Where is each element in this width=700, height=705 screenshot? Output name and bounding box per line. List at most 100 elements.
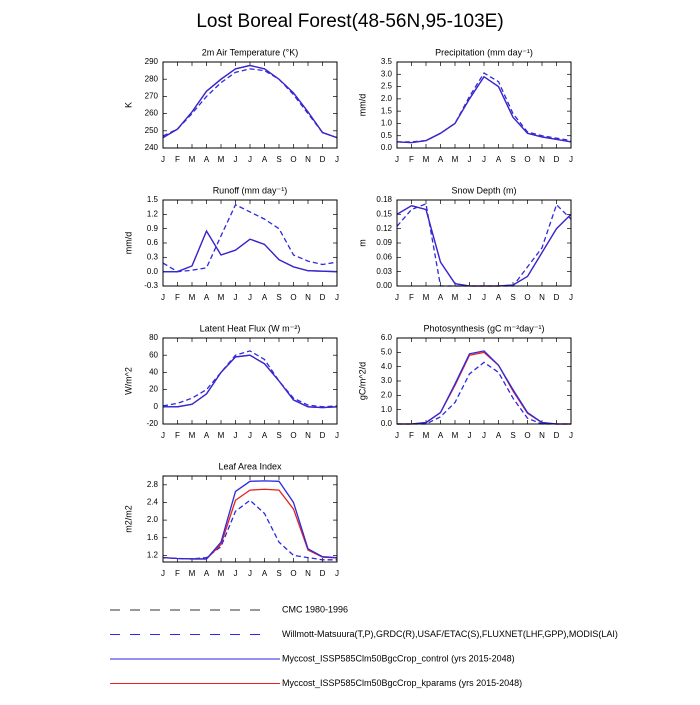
- x-tick-label: M: [452, 293, 459, 302]
- panel-title: Latent Heat Flux (W m⁻²): [200, 323, 301, 333]
- x-tick-label: J: [335, 293, 339, 302]
- x-tick-label: J: [248, 569, 252, 578]
- x-tick-label: F: [175, 293, 180, 302]
- x-tick-label: S: [276, 293, 281, 302]
- y-tick-label: 0.0: [381, 419, 393, 428]
- x-tick-label: F: [175, 431, 180, 440]
- x-tick-label: A: [262, 293, 268, 302]
- x-tick-label: S: [510, 431, 515, 440]
- series-line: [397, 361, 571, 425]
- x-tick-label: N: [539, 431, 545, 440]
- series-line: [396, 205, 572, 287]
- y-tick-label: 0.3: [147, 252, 159, 261]
- x-tick-label: S: [276, 155, 281, 164]
- y-axis-label: mm/d: [123, 232, 133, 255]
- y-tick-label: 20: [149, 385, 158, 394]
- x-tick-label: M: [218, 293, 225, 302]
- x-tick-label: O: [524, 155, 530, 164]
- x-tick-label: J: [482, 431, 486, 440]
- x-tick-label: F: [409, 155, 414, 164]
- x-tick-label: J: [335, 431, 339, 440]
- y-axis-label: K: [123, 102, 133, 108]
- y-tick-label: 0: [154, 402, 159, 411]
- legend-label: Myccost_ISSP585Clm50BgcCrop_kparams (yrs…: [282, 678, 522, 688]
- x-tick-label: D: [320, 431, 326, 440]
- x-tick-label: A: [438, 293, 444, 302]
- y-tick-label: 240: [145, 143, 159, 152]
- x-tick-label: J: [234, 569, 238, 578]
- x-tick-label: J: [569, 431, 573, 440]
- y-tick-label: 0.5: [381, 131, 393, 140]
- x-tick-label: N: [305, 293, 311, 302]
- x-tick-label: J: [482, 293, 486, 302]
- y-tick-label: 270: [145, 92, 159, 101]
- x-tick-label: S: [276, 569, 281, 578]
- series-line: [162, 64, 338, 139]
- x-tick-label: A: [438, 155, 444, 164]
- series-line: [162, 203, 338, 273]
- x-tick-label: F: [175, 569, 180, 578]
- series-line: [163, 229, 338, 273]
- y-tick-label: 3.5: [381, 57, 393, 66]
- x-tick-label: A: [438, 431, 444, 440]
- x-tick-label: J: [248, 293, 252, 302]
- x-tick-label: M: [423, 431, 430, 440]
- series-line: [396, 205, 572, 287]
- y-tick-label: 0.0: [381, 143, 393, 152]
- y-tick-label: 1.6: [147, 533, 159, 542]
- y-tick-label: 5.0: [381, 347, 393, 356]
- x-tick-label: D: [554, 293, 560, 302]
- x-tick-label: A: [496, 155, 502, 164]
- y-tick-label: 1.0: [381, 119, 393, 128]
- series-line: [397, 350, 571, 425]
- y-tick-label: 40: [149, 368, 158, 377]
- x-tick-label: M: [189, 155, 196, 164]
- y-tick-label: 3.0: [381, 69, 393, 78]
- figure-title: Lost Boreal Forest(48-56N,95-103E): [196, 11, 503, 32]
- x-tick-label: M: [452, 155, 459, 164]
- x-tick-label: S: [510, 155, 515, 164]
- x-tick-label: D: [554, 155, 560, 164]
- y-axis-label: m: [357, 239, 367, 247]
- x-tick-label: O: [524, 293, 530, 302]
- x-tick-label: A: [204, 569, 210, 578]
- y-tick-label: 0.6: [147, 238, 159, 247]
- x-tick-label: A: [204, 431, 210, 440]
- x-tick-label: M: [189, 293, 196, 302]
- series-line: [162, 480, 338, 560]
- x-tick-label: M: [423, 293, 430, 302]
- y-tick-label: 0.0: [147, 267, 159, 276]
- plot-frame: [396, 337, 572, 425]
- x-tick-label: A: [496, 431, 502, 440]
- x-tick-label: O: [290, 155, 296, 164]
- x-tick-label: M: [423, 155, 430, 164]
- x-tick-label: N: [305, 431, 311, 440]
- x-tick-label: A: [262, 431, 268, 440]
- x-tick-label: F: [175, 155, 180, 164]
- y-tick-label: 0.00: [376, 281, 392, 290]
- x-tick-label: O: [290, 293, 296, 302]
- x-tick-label: D: [320, 569, 326, 578]
- panel-title: Snow Depth (m): [451, 185, 516, 195]
- panel-title: Runoff (mm day⁻¹): [213, 185, 288, 195]
- x-tick-label: N: [305, 569, 311, 578]
- x-tick-label: J: [161, 569, 165, 578]
- series-line: [396, 75, 572, 144]
- y-tick-label: 2.0: [381, 94, 393, 103]
- x-tick-label: J: [482, 155, 486, 164]
- x-tick-label: D: [554, 431, 560, 440]
- x-tick-label: J: [395, 155, 399, 164]
- x-tick-label: M: [218, 155, 225, 164]
- x-tick-label: N: [539, 293, 545, 302]
- y-tick-label: 80: [149, 333, 158, 342]
- legend-label: CMC 1980-1996: [282, 604, 348, 614]
- x-tick-label: J: [234, 155, 238, 164]
- x-tick-label: S: [276, 431, 281, 440]
- y-tick-label: 0.12: [376, 224, 392, 233]
- x-tick-label: J: [335, 155, 339, 164]
- x-tick-label: O: [290, 431, 296, 440]
- x-tick-label: J: [569, 293, 573, 302]
- panel-title: Precipitation (mm day⁻¹): [435, 47, 533, 57]
- x-tick-label: A: [496, 293, 502, 302]
